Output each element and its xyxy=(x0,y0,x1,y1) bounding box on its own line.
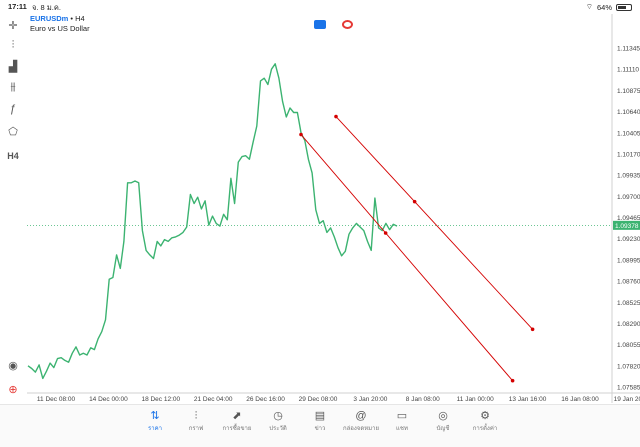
price-series-line xyxy=(27,63,398,380)
news-icon: ▤ xyxy=(314,410,326,422)
price-tick-label: 1.08055 xyxy=(617,342,640,349)
function-icon[interactable]: ƒ xyxy=(9,103,17,115)
price-tick-label: 1.10405 xyxy=(617,130,640,137)
tab-history[interactable]: ◷ ประวัติ xyxy=(248,409,308,433)
price-tick-label: 1.11345 xyxy=(617,46,640,53)
price-tick-label: 1.07585 xyxy=(617,385,640,392)
account-icon: ◎ xyxy=(438,410,448,422)
trend-line-anchor xyxy=(299,132,303,137)
bottom-tab-bar: ⇅ ราคา ⫶ กราฟ ⬈ การซื้อขาย ◷ ประวัติ ▤ ข่าว @ กล่อง… xyxy=(0,404,640,447)
settings-icon: ⚙ xyxy=(480,410,490,422)
price-tick-label: 1.08290 xyxy=(617,321,640,328)
history-icon: ◷ xyxy=(273,410,283,422)
time-tick-label: 16 Jan 08:00 xyxy=(561,396,599,403)
tab-account[interactable]: ◎ บัญชี xyxy=(413,409,473,433)
symbol-timeframe: H4 xyxy=(75,14,85,23)
time-tick-label: 3 Jan 20:00 xyxy=(353,396,387,403)
timeframe-button[interactable]: H4 xyxy=(7,151,19,161)
chart-window-icon[interactable]: ◉ xyxy=(8,359,18,372)
battery-percent: 64% xyxy=(596,2,612,12)
clock: 17:11 xyxy=(8,2,27,11)
price-tick-label: 1.10170 xyxy=(617,151,640,158)
tab-label: ราคา xyxy=(148,426,162,432)
symbol-name: EURUSDm xyxy=(30,14,69,23)
trend-line-anchor xyxy=(530,327,535,332)
price-tick-label: 1.09700 xyxy=(617,194,640,201)
current-price-label: 1.09378 xyxy=(615,223,639,230)
bar-chart-icon[interactable]: ▟ xyxy=(8,60,18,73)
trend-line xyxy=(335,116,533,330)
status-bar: 17:11 จ. 8 ม.ค. ⌔ 64% xyxy=(0,0,640,13)
tab-news[interactable]: ▤ ข่าว xyxy=(290,409,350,433)
time-tick-label: 11 Dec 08:00 xyxy=(37,396,76,403)
crosshair-icon[interactable]: ✛ xyxy=(8,19,18,32)
price-tick-label: 1.10875 xyxy=(617,88,640,95)
wifi-icon: ⌔ xyxy=(585,2,593,11)
trend-line-midpoint xyxy=(412,199,417,204)
price-tick-label: 1.07820 xyxy=(617,363,640,370)
time-tick-label: 18 Dec 12:00 xyxy=(141,396,180,403)
quotes-icon: ⇅ xyxy=(150,410,160,422)
time-tick-label: 19 Jan 20:00 xyxy=(614,396,640,403)
left-toolbar: H4 ◉ ⊕ ✛ ⫶ ▟ ⫵ ƒ ⬠ xyxy=(0,14,26,400)
tab-mailbox[interactable]: @ กล่องจดหมาย xyxy=(331,409,391,433)
tab-label: ประวัติ xyxy=(269,426,287,432)
time-tick-label: 29 Dec 08:00 xyxy=(299,396,338,403)
tab-label: บัญชี xyxy=(436,426,450,432)
tab-label: ข่าว xyxy=(314,426,326,432)
price-tick-label: 1.08995 xyxy=(617,257,640,264)
date: จ. 8 ม.ค. xyxy=(32,3,61,12)
price-tick-label: 1.11110 xyxy=(617,67,639,74)
tab-label: แชท xyxy=(396,426,408,432)
objects-icon[interactable]: ⬠ xyxy=(8,125,18,138)
time-tick-label: 26 Dec 16:00 xyxy=(246,396,285,403)
price-tick-label: 1.09230 xyxy=(617,236,640,243)
symbol-header[interactable]: EURUSDm • H4 Euro vs US Dollar xyxy=(30,14,90,33)
tab-chat[interactable]: ▭ แชท xyxy=(372,409,432,433)
tab-label: กราฟ xyxy=(188,426,204,432)
tab-quotes[interactable]: ⇅ ราคา xyxy=(125,409,185,433)
tab-label: กล่องจดหมาย xyxy=(342,426,380,432)
time-tick-label: 14 Dec 00:00 xyxy=(89,396,128,403)
tab-trade[interactable]: ⬈ การซื้อขาย xyxy=(207,409,267,433)
trade-icon: ⬈ xyxy=(232,410,242,422)
time-tick-label: 13 Jan 16:00 xyxy=(509,396,547,403)
tab-settings[interactable]: ⚙ การตั้งค่า xyxy=(455,409,515,433)
one-click-sell-icon[interactable] xyxy=(342,20,353,29)
tab-label: การตั้งค่า xyxy=(472,426,498,432)
time-tick-label: 21 Dec 04:00 xyxy=(194,396,233,403)
one-click-buy-icon[interactable] xyxy=(314,20,326,29)
candlestick-icon[interactable]: ⫶ xyxy=(11,38,15,51)
tab-label: การซื้อขาย xyxy=(222,426,252,432)
chart-icon: ⫶ xyxy=(194,410,198,422)
tab-chart[interactable]: ⫶ กราฟ xyxy=(166,409,226,433)
indicators-icon[interactable]: ⫵ xyxy=(10,80,16,93)
time-tick-label: 8 Jan 08:00 xyxy=(406,396,440,403)
price-tick-label: 1.09935 xyxy=(617,173,640,180)
price-tick-label: 1.08760 xyxy=(617,279,640,286)
trend-line-anchor xyxy=(334,114,338,119)
one-click-trading-icon[interactable]: ⊕ xyxy=(8,383,18,396)
symbol-description: Euro vs US Dollar xyxy=(30,24,90,33)
current-price-badge xyxy=(613,220,640,230)
time-tick-label: 11 Jan 00:00 xyxy=(457,396,494,403)
trend-line-anchor xyxy=(510,378,515,383)
chat-icon: ▭ xyxy=(396,410,408,422)
price-tick-label: 1.09465 xyxy=(617,215,640,222)
battery-icon xyxy=(616,3,632,11)
price-tick-label: 1.10640 xyxy=(617,109,640,116)
trend-line-midpoint xyxy=(383,231,388,235)
trend-line xyxy=(300,134,513,381)
mailbox-icon: @ xyxy=(355,410,367,422)
price-tick-label: 1.08525 xyxy=(617,300,640,307)
